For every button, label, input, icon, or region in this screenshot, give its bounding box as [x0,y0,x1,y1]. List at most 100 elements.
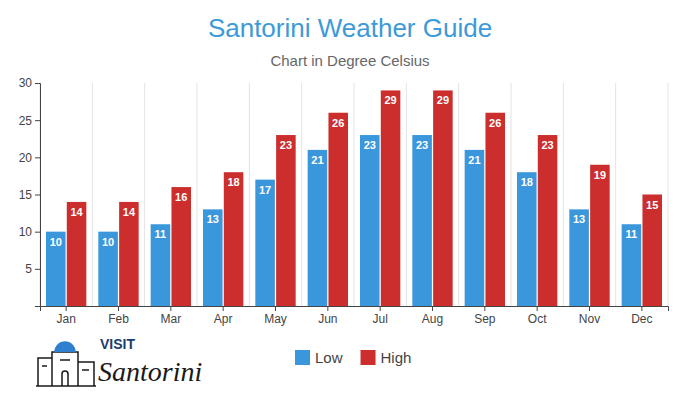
x-axis: Jan Feb Mar Apr May Jun Jul Aug Sep Oct Nov Dec [41,306,669,326]
bar [151,224,171,306]
tick-mark [537,306,538,311]
tick-label: Apr [214,312,233,326]
legend-swatch [361,350,376,365]
tick: May [264,306,287,326]
tick: Nov [579,306,600,326]
logo-dome [55,342,75,352]
tick: Sep [474,306,496,326]
tick-mark [484,306,485,311]
separator [92,83,93,306]
legend: LowHigh [295,349,411,366]
data-label: 18 [227,176,239,188]
tick-label: Jun [318,312,337,326]
separator [197,83,198,306]
bar [328,113,348,306]
logo-text: VISIT [100,336,135,352]
bar [46,232,66,306]
separator [615,83,616,306]
data-label: 26 [489,117,501,129]
tick-mark [327,306,328,311]
bar [622,224,642,306]
data-label: 18 [521,176,533,188]
data-label: 29 [384,94,396,106]
data-label: 21 [468,154,480,166]
bar [381,90,401,306]
bar [67,202,87,306]
data-label: 11 [155,228,167,240]
bar [171,187,191,306]
data-label: 16 [175,191,187,203]
logo-text: Santorini [98,356,202,387]
tick-label: 5 [25,262,32,276]
bar [203,209,223,306]
tick-label: Feb [108,312,129,326]
data-label: 17 [259,184,271,196]
tick: 10 [19,225,40,239]
data-label: 14 [123,206,136,218]
tick-mark [275,306,276,311]
tick-label: 15 [19,188,33,202]
data-label: 23 [416,139,428,151]
logo-icon [36,342,96,386]
legend-item: High [361,349,412,366]
data-label: 13 [573,213,585,225]
bar [255,180,275,306]
separator [511,83,512,306]
logo-details [42,360,89,386]
tick: Mar [160,306,181,326]
bar [465,150,485,306]
data-label: 23 [541,139,553,151]
tick-mark [35,232,40,233]
tick: Feb [108,306,129,326]
data-label: 13 [207,213,219,225]
bar [412,135,432,306]
tick-label: Aug [422,312,443,326]
separator [249,83,250,306]
bar [569,209,589,306]
data-label: 10 [102,236,114,248]
tick: Jun [318,306,337,326]
tick-label: Dec [631,312,652,326]
bar [433,90,453,306]
tick-mark [641,306,642,311]
y-axis: 5 10 15 20 25 30 [19,76,41,306]
legend-swatch [295,350,310,365]
data-label: 14 [70,206,83,218]
bar [119,202,139,306]
separator [354,83,355,306]
tick-mark [589,306,590,311]
tick: 5 [25,262,40,276]
data-label: 10 [50,236,62,248]
axis-line [35,84,41,307]
bars [46,90,662,306]
tick-label: Nov [579,312,600,326]
plot: 1010111317212323211813111414161823262929… [19,76,669,325]
tick: Dec [631,306,652,326]
tick: Aug [422,306,443,326]
separator [458,83,459,306]
legend-label: High [381,349,412,366]
tick: 30 [19,76,40,90]
tick-label: Mar [160,312,181,326]
tick-label: Jan [56,312,75,326]
data-label: 21 [311,154,323,166]
tick: Apr [214,306,233,326]
logo-buildings [36,352,96,386]
bar [642,195,662,307]
tick-label: Sep [474,312,496,326]
tick-label: 20 [19,151,33,165]
bar [538,135,558,306]
tick-label: 10 [19,225,33,239]
tick-label: Jul [372,312,387,326]
data-label: 15 [646,199,658,211]
separator [668,83,669,306]
tick-mark [35,157,40,158]
separator [301,83,302,306]
tick-label: Oct [528,312,547,326]
bar [224,172,244,306]
tick: 25 [19,114,40,128]
tick-mark [35,269,40,270]
separators [40,83,668,306]
separator [144,83,145,306]
bar [308,150,328,306]
